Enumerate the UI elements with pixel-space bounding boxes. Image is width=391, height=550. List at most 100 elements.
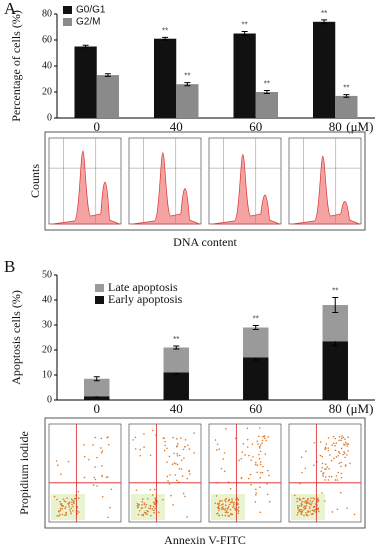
histogram <box>132 152 200 225</box>
event-dot <box>255 488 257 491</box>
event-dot <box>258 457 261 460</box>
event-dot <box>141 498 144 500</box>
event-dot <box>305 504 308 507</box>
event-dot <box>232 505 235 507</box>
event-dot <box>297 508 300 510</box>
event-dot <box>96 456 98 459</box>
event-dot <box>77 490 80 493</box>
event-dot <box>228 498 230 501</box>
x-tick-label: 80 <box>329 119 342 134</box>
event-dot <box>59 507 62 510</box>
event-dot <box>266 469 269 472</box>
event-dot <box>63 500 66 502</box>
event-dot <box>92 484 95 486</box>
event-dot <box>151 494 154 496</box>
event-dot <box>237 512 240 515</box>
event-dot <box>168 483 171 485</box>
error-bar <box>104 73 111 77</box>
event-dot <box>301 471 303 474</box>
histogram <box>212 153 280 225</box>
event-dot <box>175 462 177 465</box>
event-dot <box>259 450 262 453</box>
event-dot <box>149 488 152 491</box>
error-bar <box>252 325 259 330</box>
event-dot <box>237 498 239 501</box>
event-dot <box>257 435 260 438</box>
event-dot <box>87 458 90 461</box>
event-dot <box>236 508 239 511</box>
event-dot <box>263 435 266 437</box>
event-dot <box>154 497 157 500</box>
event-dot <box>319 441 322 443</box>
event-dot <box>336 479 339 481</box>
bar <box>163 372 189 400</box>
event-dot <box>336 508 339 511</box>
event-dot <box>172 436 174 439</box>
event-dot <box>173 462 176 464</box>
event-dot <box>62 505 65 508</box>
event-dot <box>218 504 221 507</box>
event-dot <box>143 446 145 448</box>
event-dot <box>296 500 299 503</box>
event-dot <box>69 511 72 513</box>
event-dot <box>317 499 319 501</box>
event-dot <box>219 499 221 502</box>
event-dot <box>324 446 327 448</box>
event-dot <box>99 447 102 449</box>
event-dot <box>259 461 262 463</box>
event-dot <box>217 506 219 509</box>
event-dot <box>266 493 269 496</box>
event-dot <box>342 453 345 456</box>
event-dot <box>321 466 324 469</box>
event-dot <box>322 473 324 475</box>
event-dot <box>166 447 168 450</box>
event-dot <box>101 450 104 452</box>
event-dot <box>134 448 137 450</box>
event-dot <box>180 437 182 439</box>
event-dot <box>307 497 309 500</box>
event-dot <box>254 464 257 466</box>
event-dot <box>250 459 252 461</box>
event-dot <box>324 468 326 470</box>
event-dot <box>152 509 155 512</box>
event-dot <box>215 495 218 497</box>
event-dot <box>144 506 147 508</box>
event-dot <box>233 501 235 504</box>
event-dot <box>261 439 264 442</box>
significance-label: ** <box>332 287 338 296</box>
event-dot <box>259 447 261 449</box>
bar <box>312 21 336 118</box>
event-dot <box>178 468 181 470</box>
event-dot <box>175 479 178 482</box>
x-tick-label: 40 <box>170 119 183 134</box>
event-dot <box>141 500 144 503</box>
event-dot <box>101 464 103 467</box>
event-dot <box>100 451 103 454</box>
event-dot <box>299 508 301 511</box>
event-dot <box>218 514 220 517</box>
event-dot <box>346 443 348 445</box>
event-dot <box>307 510 310 512</box>
event-dot <box>296 505 299 507</box>
live-gate <box>51 494 85 520</box>
event-dot <box>299 510 301 513</box>
event-dot <box>143 502 146 504</box>
event-dot <box>304 507 307 510</box>
event-dot <box>60 473 62 475</box>
event-dot <box>166 475 169 478</box>
bar <box>243 327 269 358</box>
event-dot <box>330 475 333 478</box>
event-dot <box>141 514 143 516</box>
event-dot <box>94 466 96 468</box>
event-dot <box>56 498 58 501</box>
event-dot <box>303 497 305 500</box>
error-bar <box>82 44 89 49</box>
event-dot <box>316 504 319 507</box>
event-dot <box>261 471 264 474</box>
event-dot <box>296 497 298 500</box>
event-dot <box>340 476 343 479</box>
event-dot <box>182 492 185 495</box>
event-dot <box>65 512 67 515</box>
event-dot <box>224 514 227 517</box>
y-tick-label: 60 <box>42 34 52 45</box>
